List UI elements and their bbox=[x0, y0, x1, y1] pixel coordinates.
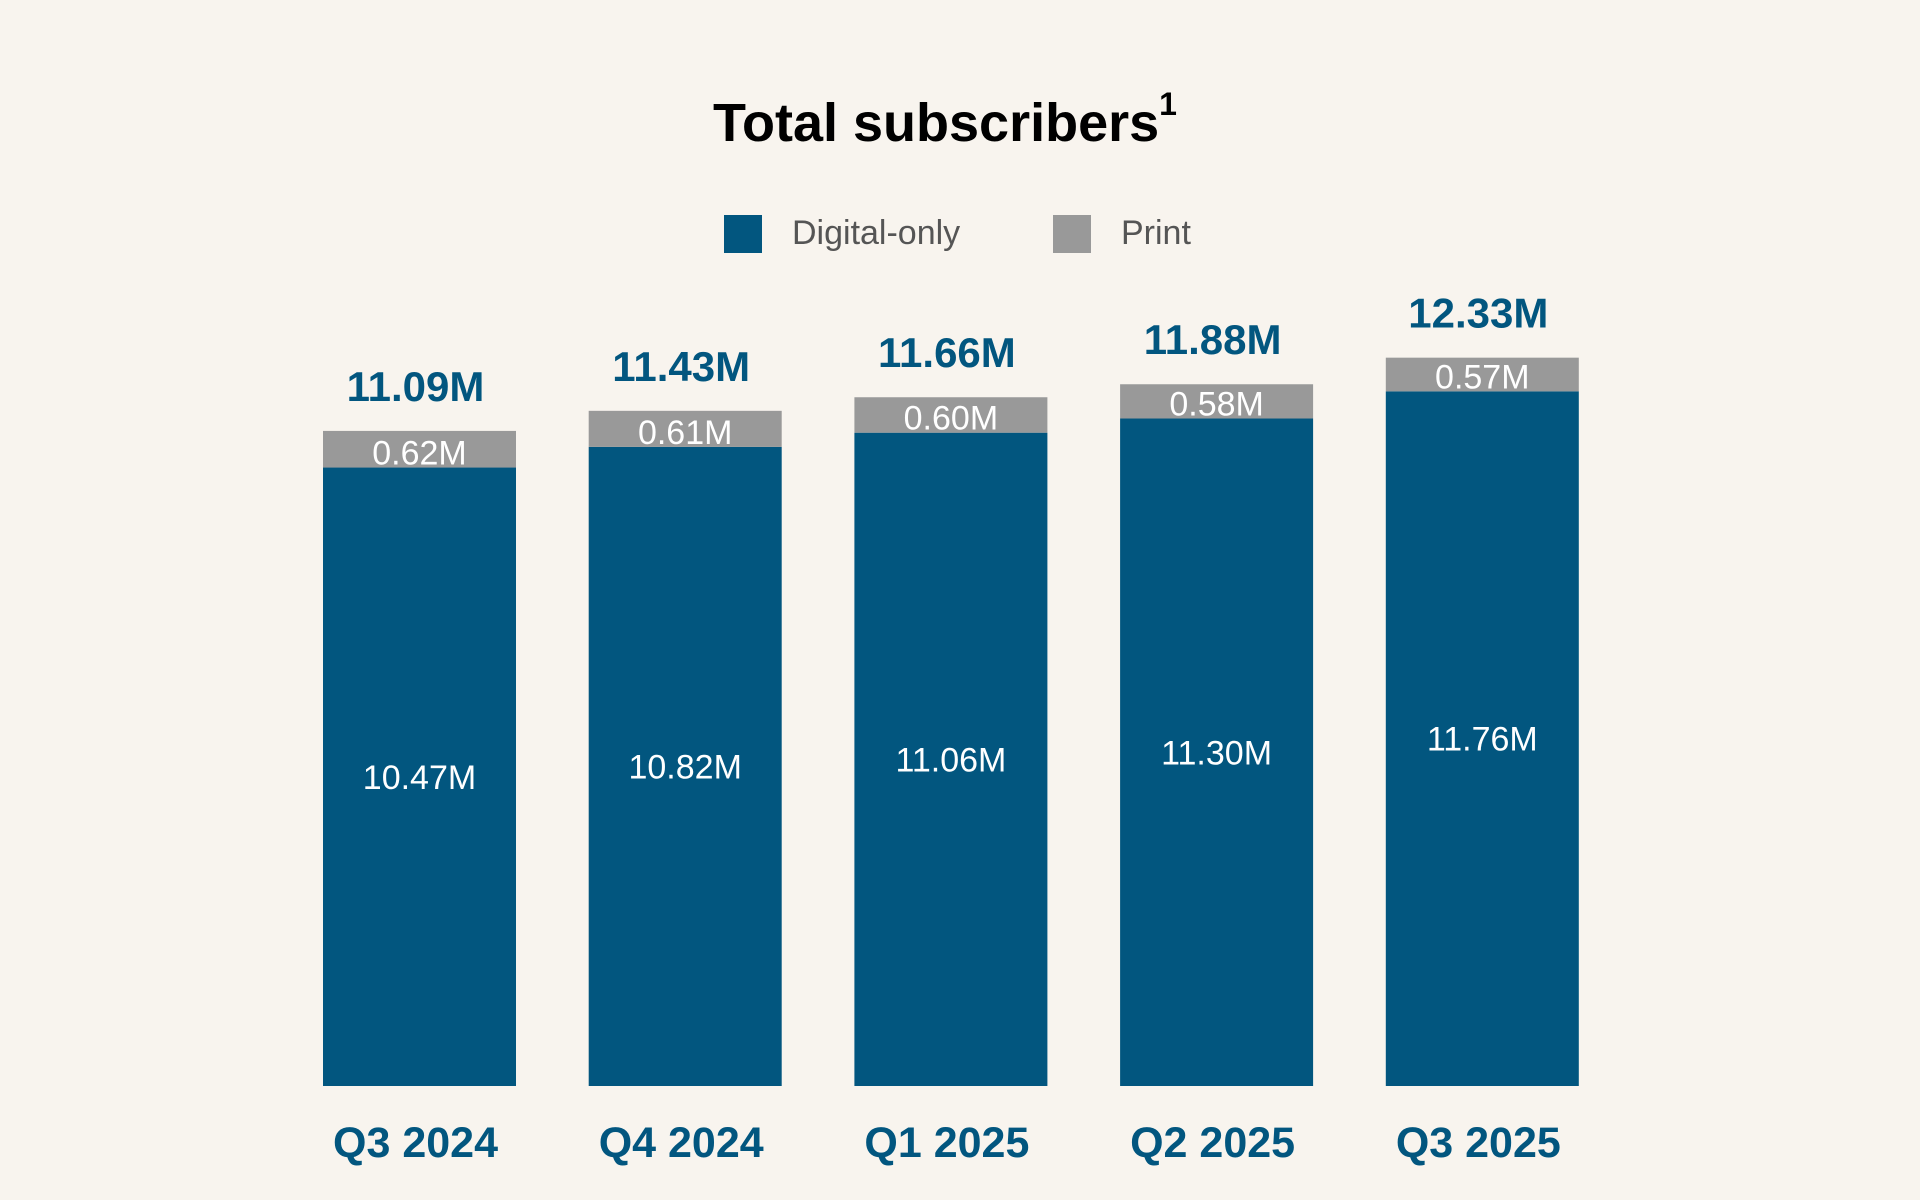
legend-label-digital: Digital-only bbox=[792, 214, 961, 252]
bar-print bbox=[854, 397, 1048, 433]
bar-print bbox=[588, 410, 782, 447]
data-label-digital: 11.76M bbox=[1427, 721, 1538, 759]
legend-swatch-print bbox=[1053, 214, 1091, 253]
title-footnote: 1 bbox=[1159, 86, 1177, 122]
data-label-digital: 11.30M bbox=[1161, 734, 1272, 772]
bar-digital bbox=[1385, 391, 1579, 1086]
data-label-print: 0.57M bbox=[1435, 358, 1530, 396]
data-label-print: 0.61M bbox=[638, 414, 733, 452]
data-label-digital: 10.82M bbox=[628, 748, 741, 786]
legend-item-digital: Digital-only bbox=[724, 214, 960, 253]
legend-label-print: Print bbox=[1121, 214, 1191, 252]
total-label: 12.33M bbox=[1408, 290, 1548, 337]
bar-print bbox=[1120, 384, 1314, 419]
bar-print bbox=[323, 430, 516, 468]
total-label: 11.88M bbox=[1144, 316, 1282, 363]
total-label: 11.43M bbox=[612, 343, 750, 390]
bar-print bbox=[1385, 357, 1579, 392]
x-tick-label: Q3 2025 bbox=[1396, 1119, 1561, 1167]
bar-digital bbox=[1120, 418, 1314, 1086]
legend-item-print: Print bbox=[1053, 214, 1191, 253]
x-tick-label: Q3 2024 bbox=[333, 1119, 498, 1167]
data-label-print: 0.60M bbox=[904, 400, 999, 438]
data-label-print: 0.58M bbox=[1169, 386, 1264, 424]
data-label-print: 0.62M bbox=[372, 435, 467, 473]
data-label-digital: 11.06M bbox=[895, 741, 1006, 779]
x-tick-label: Q4 2024 bbox=[599, 1119, 764, 1167]
bar-digital bbox=[323, 467, 516, 1086]
data-label-digital: 10.47M bbox=[363, 759, 476, 797]
legend-swatch-digital bbox=[724, 214, 762, 253]
x-tick-label: Q2 2025 bbox=[1130, 1119, 1295, 1167]
chart-title: Total subscribers1 bbox=[713, 86, 1177, 153]
bar-digital bbox=[854, 432, 1048, 1086]
bar-digital bbox=[588, 446, 782, 1086]
x-tick-label: Q1 2025 bbox=[864, 1119, 1029, 1167]
total-label: 11.09M bbox=[347, 363, 485, 410]
total-label: 11.66M bbox=[878, 329, 1016, 376]
